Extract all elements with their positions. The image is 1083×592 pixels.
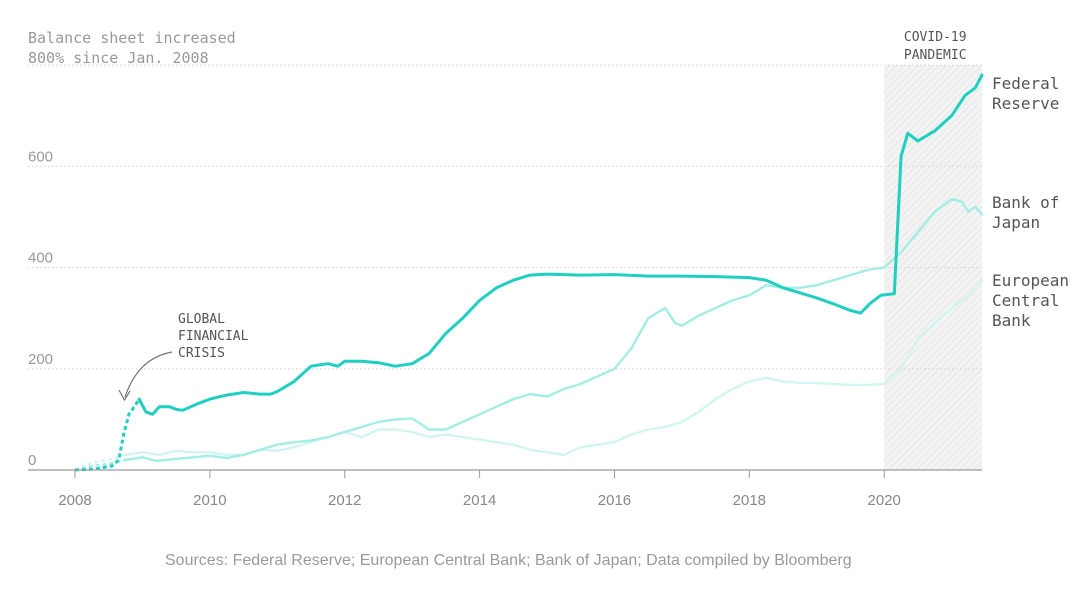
y-tick-label: 0 [28, 452, 36, 469]
series-label-line: Central [992, 291, 1059, 310]
series-label-line: Bank of [992, 193, 1059, 212]
series-label-line: European [992, 271, 1069, 290]
annotation-label-line: GLOBAL [178, 312, 225, 327]
x-tick-label: 2008 [58, 492, 91, 509]
series-line-dashed-0 [74, 397, 148, 472]
chart-subtitle-line: Balance sheet increased [28, 29, 236, 47]
series-label-line: Japan [992, 213, 1040, 232]
series-label-line: Federal [992, 74, 1059, 93]
x-tick-label: 2010 [193, 492, 226, 509]
series-lines [74, 73, 984, 472]
chart-subtitle-line: 800% since Jan. 2008 [28, 49, 209, 67]
source-text: Sources: Federal Reserve; European Centr… [165, 552, 852, 569]
x-tick-label: 2012 [328, 492, 361, 509]
series-line-2 [124, 279, 984, 456]
annotation-arrowhead [118, 389, 131, 402]
covid-label-line: PANDEMIC [904, 48, 967, 63]
x-tick-label: 2014 [463, 492, 496, 509]
labels: Balance sheet increased 800% since Jan. 2… [28, 29, 1069, 569]
x-tick-label: 2018 [733, 492, 766, 509]
series-line-0 [137, 73, 984, 416]
annotation-label-line: FINANCIAL [178, 329, 249, 344]
series-label-line: Reserve [992, 94, 1059, 113]
series-label-line: Bank [992, 311, 1031, 330]
covid-label-line: COVID-19 [904, 30, 967, 45]
x-tick-label: 2016 [598, 492, 631, 509]
y-tick-label: 400 [28, 250, 53, 267]
axes: 2008 2010 2012 2014 2016 2018 2020 0 200 400 600 [28, 148, 982, 509]
annotation-arrow [124, 351, 173, 398]
y-tick-label: 600 [28, 148, 53, 165]
x-tick-label: 2020 [868, 492, 901, 509]
y-tick-label: 200 [28, 351, 53, 368]
series-line-1 [124, 198, 984, 463]
gridlines [28, 64, 982, 370]
annotation-label-line: CRISIS [178, 346, 225, 361]
